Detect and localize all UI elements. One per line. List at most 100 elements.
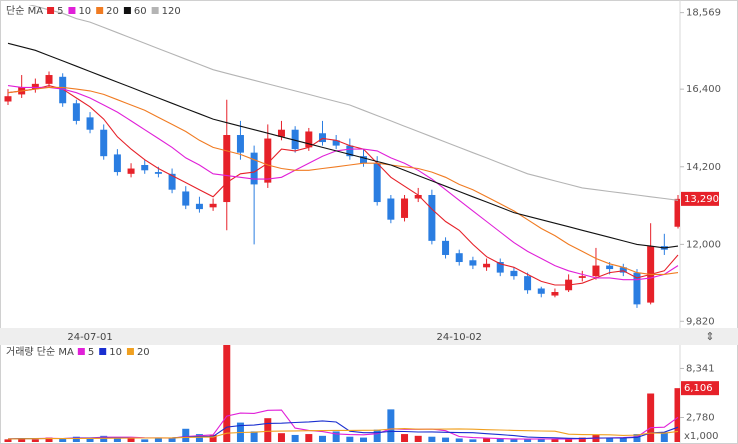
y-tick-label: 14,200	[686, 162, 721, 173]
volume-bar	[414, 435, 422, 442]
ma-line	[28, 5, 679, 201]
volume-bar	[373, 429, 381, 442]
volume-bar	[195, 434, 203, 442]
volume-bar	[154, 438, 162, 442]
volume-bar	[318, 435, 326, 442]
volume-bar	[647, 393, 655, 442]
candle-body	[578, 276, 586, 278]
candle-body	[72, 103, 80, 121]
candle-body	[195, 203, 203, 210]
unit-label: x1,000	[684, 431, 719, 442]
legend-label: 10	[109, 347, 122, 358]
volume-bar	[113, 437, 121, 442]
candle-body	[606, 265, 614, 270]
volume-bar	[250, 431, 258, 442]
candle-body	[332, 140, 340, 146]
current-value-label: 6,106	[684, 383, 713, 394]
resize-icon[interactable]: ⇕	[705, 330, 714, 343]
y-tick-label: 12,000	[686, 239, 721, 250]
candle-body	[442, 240, 450, 255]
ma-line	[7, 85, 679, 281]
candle-body	[113, 154, 121, 173]
legend-swatch	[47, 7, 55, 14]
candle-body	[674, 198, 680, 227]
volume-bar	[469, 439, 477, 442]
candle-body	[360, 156, 368, 164]
volume-bar	[127, 438, 135, 442]
candle-body	[524, 276, 532, 291]
legend-label: 5	[57, 6, 63, 17]
volume-bar	[305, 434, 313, 442]
candle-body	[428, 194, 436, 241]
candle-body	[455, 253, 463, 263]
volume-bar	[264, 418, 272, 442]
candle-body	[483, 263, 491, 268]
candle-body	[250, 152, 258, 185]
volume-bar	[524, 439, 532, 442]
legend-label: 20	[106, 6, 119, 17]
volume-bar	[86, 437, 94, 442]
volume-bar	[387, 409, 395, 442]
legend-swatch	[77, 348, 85, 355]
candle-body	[59, 76, 67, 104]
legend-swatch	[99, 348, 107, 355]
candle-body	[551, 292, 559, 296]
candle-body	[127, 168, 135, 174]
volume-bar	[633, 434, 641, 442]
candle-body	[318, 133, 326, 143]
candle-body	[182, 191, 190, 206]
candle-body	[414, 194, 422, 199]
legend-swatch	[123, 7, 131, 14]
y-tick-label: 18,569	[686, 8, 721, 19]
legend-label: 60	[134, 6, 147, 17]
candle-body	[633, 272, 641, 305]
candle-body	[45, 75, 53, 84]
volume-bar	[141, 439, 149, 442]
x-tick-label: 24-07-01	[67, 332, 112, 343]
volume-bar	[45, 437, 53, 442]
candle-body	[305, 131, 313, 148]
volume-bar	[360, 437, 368, 442]
legend-title: 단순 MA	[6, 5, 43, 17]
volume-bar	[182, 428, 190, 442]
y-tick-label: 2,780	[686, 412, 715, 423]
volume-bar	[209, 434, 217, 442]
volume-bar	[100, 435, 108, 442]
volume-bar	[442, 437, 450, 442]
candle-body	[236, 135, 244, 153]
volume-bar	[606, 438, 614, 442]
candle-body	[31, 83, 39, 90]
volume-bar	[18, 438, 26, 442]
candle-body	[100, 129, 108, 157]
candle-body	[387, 198, 395, 220]
candle-body	[537, 288, 545, 294]
y-tick-label: 16,400	[686, 84, 721, 95]
candle-body	[223, 135, 231, 203]
candle-body	[209, 203, 217, 208]
legend-label: 10	[78, 6, 91, 17]
candle-body	[168, 173, 176, 190]
legend-label: 20	[137, 347, 150, 358]
candle-body	[401, 198, 409, 218]
volume-bar	[72, 436, 80, 442]
current-value-box	[681, 191, 719, 206]
candle-body	[496, 262, 504, 273]
current-value-box	[681, 381, 719, 396]
volume-bar	[223, 345, 231, 442]
volume-bar	[428, 436, 436, 442]
candle-body	[619, 267, 627, 273]
volume-bar	[496, 438, 504, 442]
candle-body	[592, 265, 600, 277]
ma-line	[7, 428, 679, 440]
candle-body	[141, 165, 149, 171]
candle-body	[4, 96, 12, 102]
candle-body	[154, 172, 162, 174]
candle-body	[277, 129, 285, 137]
y-tick-label: 9,820	[686, 316, 715, 327]
ma-line	[7, 42, 679, 249]
volume-bar	[31, 439, 39, 442]
volume-bar	[277, 433, 285, 442]
volume-bar	[578, 437, 586, 442]
